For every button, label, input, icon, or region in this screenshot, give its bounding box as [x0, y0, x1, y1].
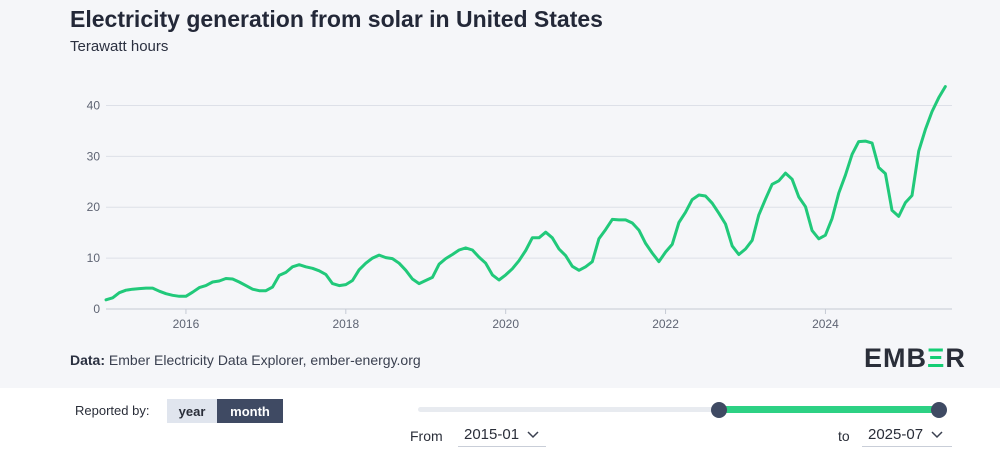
- y-tick-label: 40: [87, 98, 101, 112]
- data-source-text: Ember Electricity Data Explorer, ember-e…: [108, 352, 421, 368]
- series-group: [104, 85, 947, 302]
- y-axis-ticks: 0 10 20 30 40: [87, 98, 101, 316]
- year-toggle-button[interactable]: year: [167, 399, 217, 423]
- y-tick-label: 10: [87, 251, 101, 265]
- x-axis-ticks: 2016 2018 2020 2022 2024: [173, 309, 839, 331]
- x-tick-label: 2022: [652, 317, 679, 331]
- slider-start-handle[interactable]: [711, 402, 727, 418]
- chart-controls: Reported by: year month From 2015-01 to …: [0, 388, 1000, 452]
- slider-track[interactable]: [418, 407, 940, 412]
- to-label: to: [838, 428, 850, 444]
- ember-logo: EMBΞR: [864, 343, 966, 373]
- y-tick-label: 30: [87, 149, 101, 163]
- y-tick-label: 20: [87, 200, 101, 214]
- x-tick-label: 2016: [173, 317, 200, 331]
- from-date-select[interactable]: 2015-01: [458, 422, 546, 447]
- y-tick-label: 0: [93, 302, 100, 316]
- solar-line-chart: 0 10 20 30 40 2016 2018 2020 2022 2024: [87, 85, 952, 331]
- series-line-solar: [104, 85, 947, 302]
- from-label: From: [410, 428, 443, 444]
- to-date-value: 2025-07: [868, 425, 924, 443]
- slider-selected-range: [719, 406, 939, 413]
- reported-by-label: Reported by:: [75, 403, 150, 418]
- chart-subtitle: Terawatt hours: [70, 38, 169, 55]
- x-tick-label: 2024: [812, 317, 839, 331]
- chevron-down-icon: [527, 426, 539, 443]
- chart-title: Electricity generation from solar in Uni…: [70, 6, 603, 32]
- data-source-label: Data:: [70, 352, 106, 368]
- data-source: Data: Ember Electricity Data Explorer, e…: [70, 352, 421, 368]
- x-tick-label: 2018: [332, 317, 359, 331]
- from-date-value: 2015-01: [464, 425, 520, 443]
- month-toggle-button[interactable]: month: [217, 399, 283, 423]
- date-range-slider[interactable]: [418, 402, 947, 418]
- chevron-down-icon: [931, 426, 943, 443]
- x-tick-label: 2020: [492, 317, 519, 331]
- to-date-select[interactable]: 2025-07: [862, 422, 952, 447]
- gridlines: [106, 104, 952, 310]
- period-toggle: year month: [167, 399, 283, 423]
- slider-end-handle[interactable]: [931, 402, 947, 418]
